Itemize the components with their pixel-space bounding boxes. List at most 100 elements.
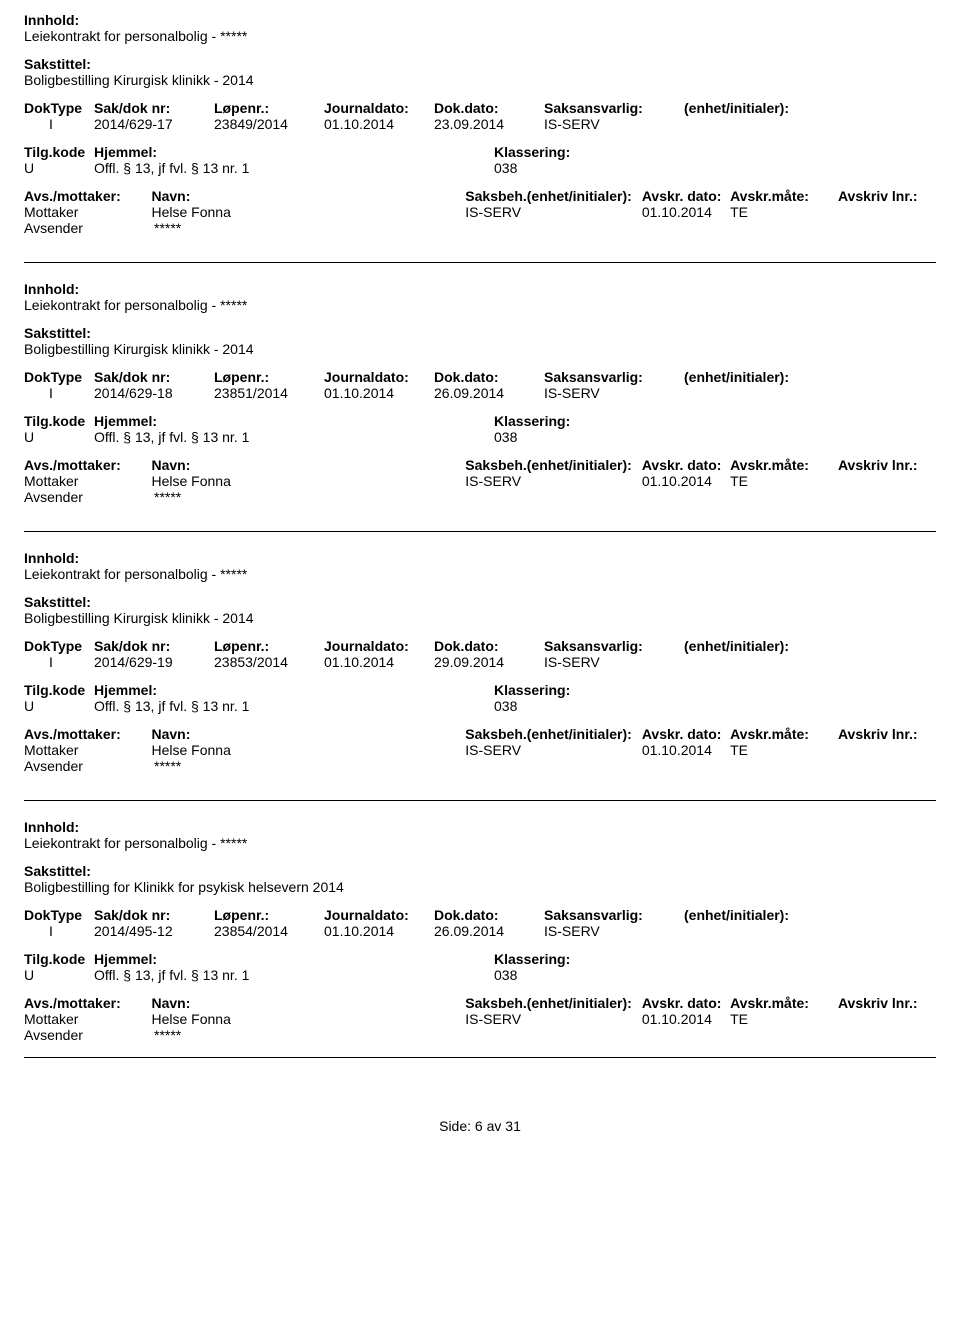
klassering-value: 038 — [494, 967, 694, 983]
enhet-value — [684, 116, 824, 132]
saksansvarlig-value: IS-SERV — [544, 385, 684, 401]
avsmottaker-label: Avs./mottaker: — [24, 457, 151, 473]
avskrmate-value: TE — [730, 473, 838, 489]
navn-label: Navn: — [151, 995, 465, 1011]
dokdato-value: 26.09.2014 — [434, 385, 544, 401]
innhold-label: Innhold: — [24, 550, 936, 566]
journal-record: Innhold: Leiekontrakt for personalbolig … — [24, 12, 936, 250]
saksbeh-value: IS-SERV — [465, 473, 642, 489]
tilgkode-label: Tilg.kode — [24, 144, 94, 160]
avsender-role: Avsender — [24, 220, 154, 236]
mottaker-navn: Helse Fonna — [151, 204, 465, 220]
hjemmel-value: Offl. § 13, jf fvl. § 13 nr. 1 — [94, 967, 494, 983]
sakstittel-label: Sakstittel: — [24, 863, 936, 879]
dokdato-label: Dok.dato: — [434, 638, 544, 654]
journaldato-label: Journaldato: — [324, 638, 434, 654]
saksansvarlig-label: Saksansvarlig: — [544, 907, 684, 923]
dokdato-value: 29.09.2014 — [434, 654, 544, 670]
avsmottaker-label: Avs./mottaker: — [24, 726, 151, 742]
dokdato-label: Dok.dato: — [434, 369, 544, 385]
hjemmel-label: Hjemmel: — [94, 682, 494, 698]
avskrmate-value: TE — [730, 204, 838, 220]
enhet-label: (enhet/initialer): — [684, 369, 824, 385]
journal-record: Innhold: Leiekontrakt for personalbolig … — [24, 262, 936, 519]
saksbeh-label: Saksbeh.(enhet/initialer): — [465, 726, 642, 742]
lopenr-value: 23853/2014 — [214, 654, 324, 670]
page-number: 6 — [475, 1118, 483, 1134]
saksbeh-label: Saksbeh.(enhet/initialer): — [465, 188, 642, 204]
avskrmate-label: Avskr.måte: — [730, 457, 838, 473]
navn-label: Navn: — [151, 457, 465, 473]
enhet-value — [684, 654, 824, 670]
mottaker-role: Mottaker — [24, 473, 151, 489]
doktype-label: DokType — [24, 369, 94, 385]
enhet-value — [684, 923, 824, 939]
avskrmate-value: TE — [730, 742, 838, 758]
saksansvarlig-value: IS-SERV — [544, 116, 684, 132]
avskrlnr-value — [838, 473, 936, 489]
saksbeh-value: IS-SERV — [465, 742, 642, 758]
avsender-role: Avsender — [24, 758, 154, 774]
enhet-value — [684, 385, 824, 401]
saksansvarlig-value: IS-SERV — [544, 654, 684, 670]
hjemmel-label: Hjemmel: — [94, 144, 494, 160]
saksansvarlig-label: Saksansvarlig: — [544, 369, 684, 385]
journaldato-value: 01.10.2014 — [324, 385, 434, 401]
klassering-value: 038 — [494, 698, 694, 714]
navn-label: Navn: — [151, 188, 465, 204]
journal-record: Innhold: Leiekontrakt for personalbolig … — [24, 800, 936, 1058]
avskrmate-label: Avskr.måte: — [730, 726, 838, 742]
enhet-label: (enhet/initialer): — [684, 907, 824, 923]
innhold-label: Innhold: — [24, 12, 936, 28]
avskrmate-label: Avskr.måte: — [730, 995, 838, 1011]
tilgkode-value: U — [24, 698, 94, 714]
saksansvarlig-value: IS-SERV — [544, 923, 684, 939]
avskrdato-value: 01.10.2014 — [642, 473, 730, 489]
avskrmate-label: Avskr.måte: — [730, 188, 838, 204]
enhet-label: (enhet/initialer): — [684, 638, 824, 654]
avskrmate-value: TE — [730, 1011, 838, 1027]
avskrdato-value: 01.10.2014 — [642, 204, 730, 220]
sakdok-value: 2014/629-17 — [94, 116, 214, 132]
avskrdato-label: Avskr. dato: — [642, 726, 730, 742]
lopenr-value: 23849/2014 — [214, 116, 324, 132]
klassering-label: Klassering: — [494, 144, 694, 160]
enhet-label: (enhet/initialer): — [684, 100, 824, 116]
journal-record: Innhold: Leiekontrakt for personalbolig … — [24, 531, 936, 788]
klassering-value: 038 — [494, 160, 694, 176]
journaldato-value: 01.10.2014 — [324, 654, 434, 670]
tilgkode-label: Tilg.kode — [24, 413, 94, 429]
avskrlnr-value — [838, 742, 936, 758]
avskrlnr-value — [838, 1011, 936, 1027]
dokdato-label: Dok.dato: — [434, 100, 544, 116]
klassering-label: Klassering: — [494, 413, 694, 429]
innhold-value: Leiekontrakt for personalbolig - ***** — [24, 566, 936, 582]
avsender-role: Avsender — [24, 1027, 154, 1043]
avsmottaker-label: Avs./mottaker: — [24, 188, 151, 204]
sakdok-value: 2014/629-18 — [94, 385, 214, 401]
journaldato-label: Journaldato: — [324, 907, 434, 923]
innhold-label: Innhold: — [24, 281, 936, 297]
saksbeh-label: Saksbeh.(enhet/initialer): — [465, 457, 642, 473]
tilgkode-value: U — [24, 160, 94, 176]
sakstittel-label: Sakstittel: — [24, 56, 936, 72]
journaldato-label: Journaldato: — [324, 100, 434, 116]
hjemmel-value: Offl. § 13, jf fvl. § 13 nr. 1 — [94, 160, 494, 176]
sakstittel-label: Sakstittel: — [24, 325, 936, 341]
avskrdato-label: Avskr. dato: — [642, 995, 730, 1011]
sakstittel-value: Boligbestilling for Klinikk for psykisk … — [24, 879, 936, 895]
sakstittel-value: Boligbestilling Kirurgisk klinikk - 2014 — [24, 72, 936, 88]
avsmottaker-label: Avs./mottaker: — [24, 995, 151, 1011]
doktype-label: DokType — [24, 907, 94, 923]
tilgkode-label: Tilg.kode — [24, 951, 94, 967]
doktype-label: DokType — [24, 638, 94, 654]
page-footer: Side: 6 av 31 — [24, 1118, 936, 1134]
journaldato-value: 01.10.2014 — [324, 923, 434, 939]
hjemmel-label: Hjemmel: — [94, 951, 494, 967]
avskrlnr-label: Avskriv lnr.: — [838, 726, 936, 742]
klassering-label: Klassering: — [494, 951, 694, 967]
tilgkode-label: Tilg.kode — [24, 682, 94, 698]
lopenr-label: Løpenr.: — [214, 100, 324, 116]
sakdok-label: Sak/dok nr: — [94, 100, 214, 116]
dokdato-value: 26.09.2014 — [434, 923, 544, 939]
